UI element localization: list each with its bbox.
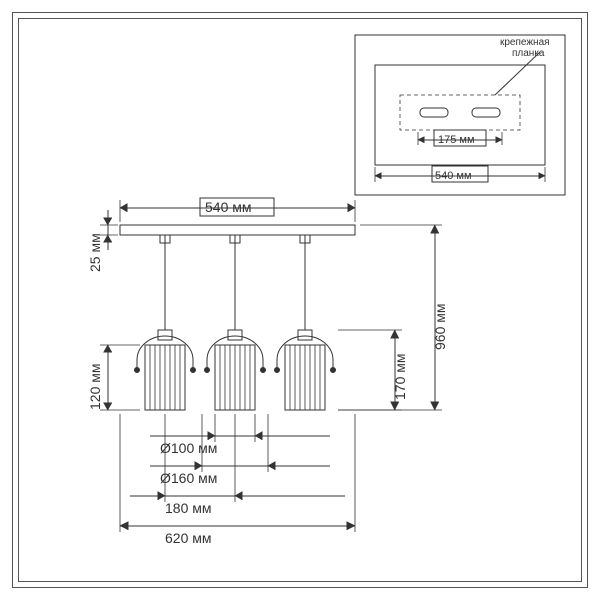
inner-border [18, 18, 582, 582]
diagram-frame: крепежная планка 175 мм 540 мм [0, 0, 600, 600]
